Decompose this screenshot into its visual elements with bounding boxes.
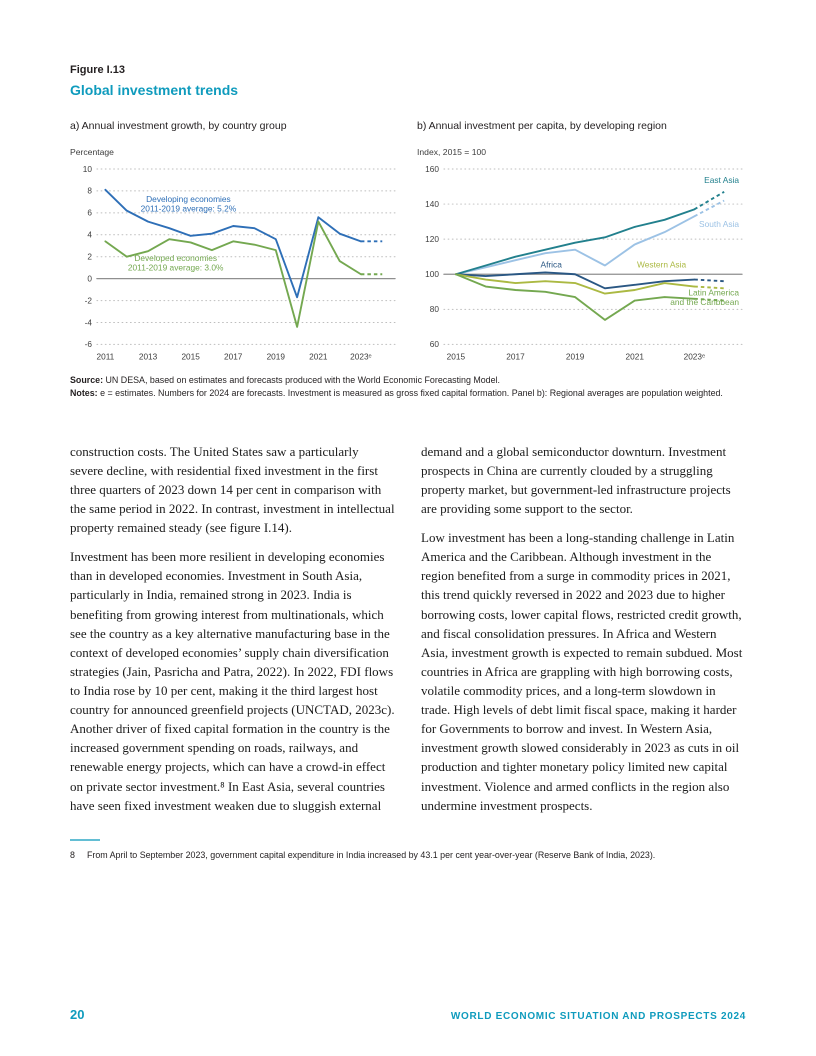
series-line <box>454 215 696 276</box>
y-axis-tick-label: 10 <box>83 165 93 174</box>
panel-b: b) Annual investment per capita, by deve… <box>417 120 746 364</box>
series-forecast-line <box>694 285 725 290</box>
panel-a: a) Annual investment growth, by country … <box>70 120 399 364</box>
series-label: Africa <box>541 259 563 269</box>
series-forecast-line <box>694 297 725 302</box>
footnote-divider <box>70 838 100 841</box>
series-line <box>454 271 696 290</box>
figure-source-notes: Source: UN DESA, based on estimates and … <box>70 374 746 399</box>
series-label: Western Asia <box>637 259 686 269</box>
page-number: 20 <box>70 1007 85 1022</box>
x-axis-tick-label: 2023ᵉ <box>684 352 705 361</box>
x-axis-tick-label: 2013 <box>139 352 158 361</box>
series-label: 2011-2019 average: 3.0% <box>128 263 224 273</box>
notes-label: Notes: <box>70 388 98 399</box>
series-line <box>454 208 696 276</box>
panel-a-title: a) Annual investment growth, by country … <box>70 120 287 132</box>
y-axis-tick-label: 4 <box>87 231 92 240</box>
panel-b-axis-unit: Index, 2015 = 100 <box>417 147 487 157</box>
panel-a-axis-unit: Percentage <box>70 147 114 157</box>
chart-b-canvas: 160 140 120 100 80 60 2015 2017 2019 2021 2023ᵉ Eas… <box>425 165 743 361</box>
footnote-8: 8 From April to September 2023, governme… <box>70 850 746 860</box>
page-footer: 20 WORLD ECONOMIC SITUATION AND PROSPECT… <box>70 1007 746 1022</box>
x-axis-tick-label: 2019 <box>267 352 286 361</box>
x-axis-tick-label: 2019 <box>566 352 585 361</box>
y-axis-tick-label: -2 <box>85 296 93 305</box>
y-axis-tick-label: 160 <box>425 165 439 174</box>
x-axis-tick-label: 2015 <box>181 352 200 361</box>
series-forecast-line <box>693 199 725 218</box>
body-text-columns: construction costs. The United States sa… <box>70 442 746 815</box>
footnote-marker: 8 <box>70 849 75 860</box>
body-column-right: demand and a global semiconductor downtu… <box>421 442 746 815</box>
figure-panels: a) Annual investment growth, by country … <box>70 120 746 364</box>
series-label: and the Caribbean <box>670 297 739 307</box>
series-label: East Asia <box>704 175 739 185</box>
x-axis-tick-label: 2011 <box>97 352 115 361</box>
series-line <box>454 273 696 321</box>
x-axis-tick-label: 2017 <box>224 352 243 361</box>
footnote-text: From April to September 2023, government… <box>86 849 656 860</box>
body-paragraph: Investment has been more resilient in de… <box>70 549 395 813</box>
series-label: Developed economies <box>134 253 217 263</box>
body-paragraph: Low investment has been a long-standing … <box>421 530 743 813</box>
x-axis-tick-label: 2021 <box>626 352 645 361</box>
y-axis-tick-label: -6 <box>85 340 93 349</box>
chart-a-canvas: 10 8 6 4 2 0 -2 -4 -6 2011 2013 2015 2017 2019 2021 202… <box>83 165 396 361</box>
x-axis-tick-label: 2023ᵉ <box>350 352 371 361</box>
y-axis-tick-label: 60 <box>430 340 440 349</box>
x-axis-tick-label: 2015 <box>447 352 466 361</box>
body-column-left: construction costs. The United States sa… <box>70 442 395 815</box>
source-label: Source: <box>70 375 104 386</box>
x-axis-tick-label: 2017 <box>506 352 525 361</box>
y-axis-tick-label: 2 <box>87 252 92 261</box>
series-label: South Asia <box>699 219 739 229</box>
figure-title: Global investment trends <box>70 82 239 98</box>
series-label: Developing economies <box>146 194 231 204</box>
series-forecast-line <box>693 190 725 211</box>
source-text: UN DESA, based on estimates and forecast… <box>103 375 500 386</box>
y-axis-tick-label: 140 <box>425 200 439 209</box>
figure-label: Figure I.13 <box>70 64 126 76</box>
report-title: WORLD ECONOMIC SITUATION AND PROSPECTS 2… <box>450 1011 746 1022</box>
y-axis-tick-label: 80 <box>430 305 440 314</box>
series-forecast-line <box>694 278 725 283</box>
x-axis-tick-label: 2021 <box>309 352 328 361</box>
body-paragraph: demand and a global semiconductor downtu… <box>421 443 731 516</box>
y-axis-tick-label: 8 <box>87 187 92 196</box>
series-line <box>454 273 696 295</box>
y-axis-tick-label: 0 <box>87 274 92 283</box>
source-line: Source: UN DESA, based on estimates and … <box>70 374 746 387</box>
body-paragraph: construction costs. The United States sa… <box>70 443 395 536</box>
notes-line: Notes: e = estimates. Numbers for 2024 a… <box>70 387 746 400</box>
y-axis-tick-label: 6 <box>87 209 92 218</box>
panel-b-title: b) Annual investment per capita, by deve… <box>417 120 667 132</box>
y-axis-tick-label: 100 <box>425 270 439 279</box>
series-label: 2011-2019 average: 5.2% <box>141 203 237 213</box>
series-line <box>104 188 362 299</box>
series-label: Latin America <box>688 287 739 297</box>
notes-text: e = estimates. Numbers for 2024 are fore… <box>97 388 723 399</box>
y-axis-tick-label: -4 <box>85 318 93 327</box>
y-axis-tick-label: 120 <box>425 235 439 244</box>
series-line <box>104 220 362 328</box>
